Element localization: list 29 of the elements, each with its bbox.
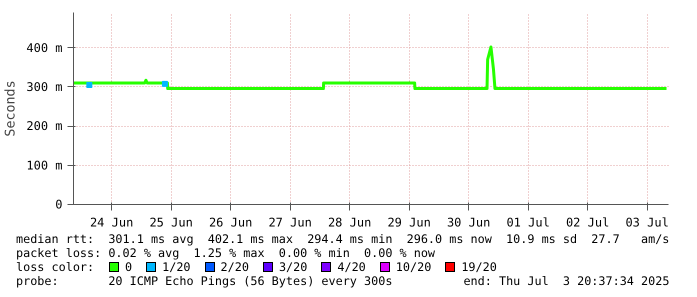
legend-label: 19/20 <box>461 260 497 274</box>
legend-label: 4/20 <box>337 260 366 274</box>
y-tick-label: 300 m <box>26 80 62 94</box>
text: end: Thu Jul 3 20:37:34 2025 <box>463 274 670 288</box>
x-tick-label: 25 Jun <box>149 216 193 230</box>
x-tick-label: 26 Jun <box>208 216 252 230</box>
legend-label: 10/20 <box>396 260 432 274</box>
line-series <box>74 45 668 90</box>
legend-label: 3/20 <box>278 260 308 274</box>
y-tick-label: 200 m <box>26 119 62 134</box>
x-tick-label: 27 Jun <box>268 216 312 230</box>
x-tick-label: 30 Jun <box>446 216 490 230</box>
x-tick-label: 29 Jun <box>387 216 431 230</box>
x-tick-label: 01 Jul <box>506 216 550 230</box>
y-axis-title: Seconds <box>3 80 18 137</box>
legend-label: 0 <box>125 260 132 274</box>
y-tick-label: 400 m <box>26 40 62 55</box>
legend-title: loss color: <box>16 260 96 274</box>
legend-label: 2/20 <box>220 260 249 274</box>
y-tick-label: 100 m <box>26 158 62 172</box>
y-tick-label: 0 <box>55 198 63 212</box>
text: packet loss: 0.02 % avg 1.25 % max 0.00 % min 0.00 % now <box>16 246 436 260</box>
x-tick-label: 28 Jun <box>328 216 372 230</box>
text: probe: 20 ICMP Echo Pings (56 Bytes) every 300s <box>16 274 392 288</box>
x-tick-label: 02 Jul <box>566 216 610 230</box>
text: median rtt: 301.1 ms avg 402.1 ms max 294.4 ms min 296.0 ms now 10.9 ms sd 27.7 am/s <box>16 232 670 246</box>
x-tick-label: 03 Jul <box>625 216 669 230</box>
legend-label: 1/20 <box>162 260 191 274</box>
x-tick-label: 24 Jun <box>90 216 134 230</box>
